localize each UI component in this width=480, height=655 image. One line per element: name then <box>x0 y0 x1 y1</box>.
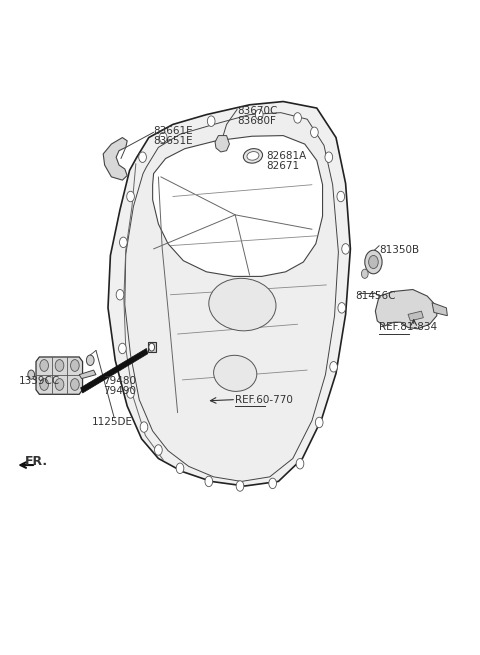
Text: 79480: 79480 <box>103 376 136 386</box>
Polygon shape <box>81 348 148 393</box>
Text: REF.81-834: REF.81-834 <box>379 322 437 333</box>
Ellipse shape <box>214 355 257 392</box>
Circle shape <box>330 362 337 372</box>
Circle shape <box>159 132 167 143</box>
Circle shape <box>127 191 134 202</box>
Text: FR.: FR. <box>25 455 48 468</box>
Circle shape <box>311 127 318 138</box>
Text: 82681A: 82681A <box>266 151 307 161</box>
Circle shape <box>155 445 162 455</box>
Circle shape <box>127 388 134 398</box>
Circle shape <box>365 250 382 274</box>
Text: 82671: 82671 <box>266 160 300 171</box>
Circle shape <box>86 355 94 365</box>
Text: 1339CC: 1339CC <box>19 376 60 386</box>
Polygon shape <box>215 136 229 152</box>
Text: 83661E: 83661E <box>154 126 193 136</box>
Circle shape <box>139 152 146 162</box>
Circle shape <box>255 109 263 120</box>
Ellipse shape <box>247 151 259 160</box>
Circle shape <box>338 303 346 313</box>
Polygon shape <box>108 102 350 486</box>
Circle shape <box>337 191 345 202</box>
Text: 83670C: 83670C <box>238 106 278 117</box>
Text: 83651E: 83651E <box>154 136 193 146</box>
Circle shape <box>55 360 64 371</box>
Circle shape <box>207 116 215 126</box>
Ellipse shape <box>209 278 276 331</box>
Polygon shape <box>148 342 156 352</box>
Polygon shape <box>125 113 338 481</box>
Text: 83680F: 83680F <box>238 116 276 126</box>
Text: 1125DE: 1125DE <box>92 417 133 428</box>
Circle shape <box>369 255 378 269</box>
Circle shape <box>269 478 276 489</box>
Circle shape <box>236 481 244 491</box>
Circle shape <box>55 379 64 390</box>
Circle shape <box>40 360 48 371</box>
Polygon shape <box>36 357 83 394</box>
Circle shape <box>140 422 148 432</box>
Circle shape <box>149 343 155 351</box>
Circle shape <box>361 269 368 278</box>
Text: REF.60-770: REF.60-770 <box>235 394 293 405</box>
Circle shape <box>120 237 127 248</box>
Polygon shape <box>153 136 323 276</box>
Text: 81350B: 81350B <box>379 245 420 255</box>
Circle shape <box>119 343 126 354</box>
Polygon shape <box>79 370 96 379</box>
Circle shape <box>176 463 184 474</box>
Circle shape <box>71 379 79 390</box>
Circle shape <box>325 152 333 162</box>
Ellipse shape <box>243 149 263 163</box>
Polygon shape <box>375 290 437 329</box>
Circle shape <box>116 290 124 300</box>
Circle shape <box>294 113 301 123</box>
Polygon shape <box>103 138 127 180</box>
Polygon shape <box>432 303 447 316</box>
Text: 81456C: 81456C <box>355 291 396 301</box>
Circle shape <box>296 458 304 469</box>
Circle shape <box>315 417 323 428</box>
Circle shape <box>342 244 349 254</box>
Text: 79490: 79490 <box>103 386 136 396</box>
Polygon shape <box>408 311 423 321</box>
Circle shape <box>40 379 48 390</box>
Circle shape <box>71 360 79 371</box>
Circle shape <box>205 476 213 487</box>
Circle shape <box>28 370 35 379</box>
